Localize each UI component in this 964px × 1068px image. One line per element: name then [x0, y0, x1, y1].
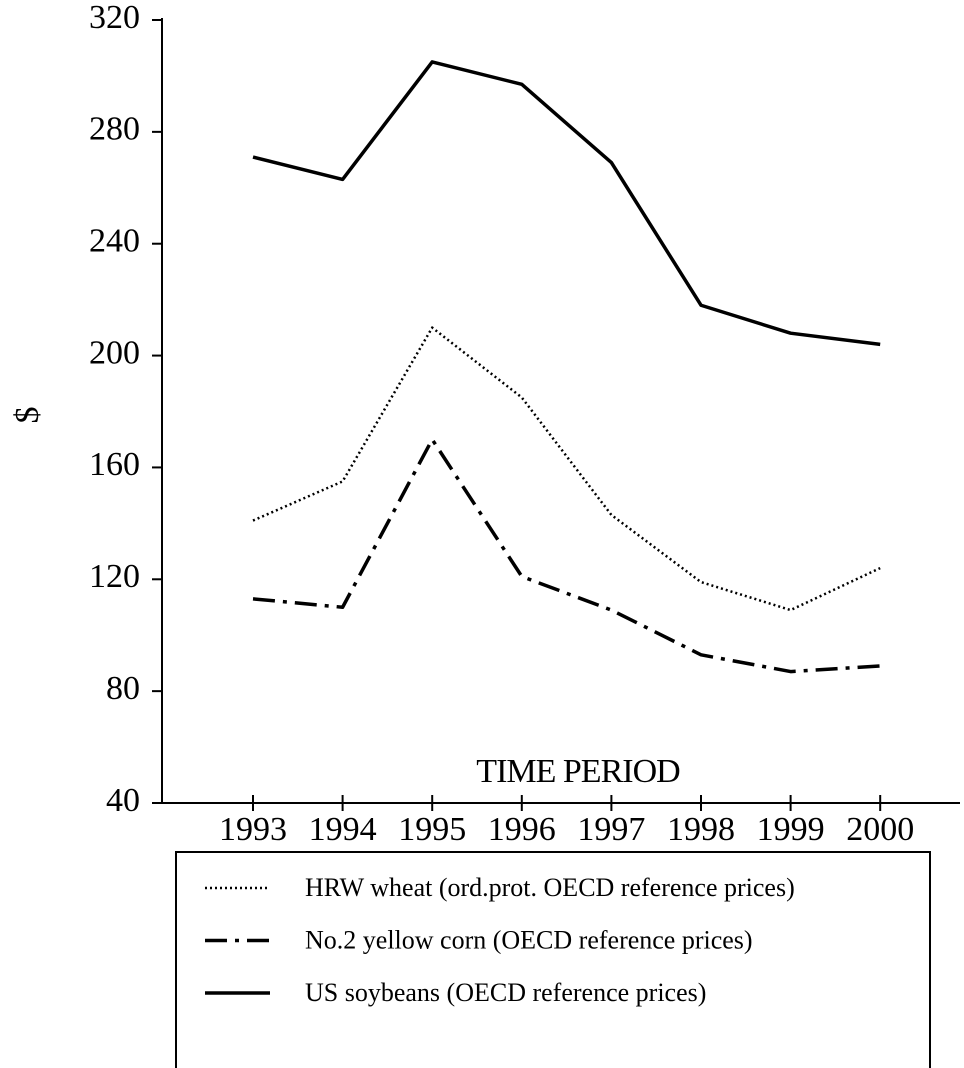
x-tick-label: 1995 — [398, 811, 466, 848]
y-tick-label: 80 — [106, 670, 140, 707]
y-tick-label: 200 — [89, 334, 140, 371]
legend-label: No.2 yellow corn (OECD reference prices) — [305, 925, 753, 954]
x-tick-label: 1996 — [488, 811, 556, 848]
x-tick-label: 1997 — [577, 811, 645, 848]
legend-label: US soybeans (OECD reference prices) — [305, 978, 706, 1007]
y-tick-label: 120 — [89, 558, 140, 595]
x-tick-label: 1999 — [757, 811, 825, 848]
legend-label: HRW wheat (ord.prot. OECD reference pric… — [305, 873, 795, 902]
series-line — [252, 437, 881, 674]
series-line — [252, 326, 881, 612]
legend-box — [175, 851, 931, 1068]
x-tick-label: 1994 — [309, 811, 377, 848]
x-axis-title: TIME PERIOD — [476, 753, 680, 790]
y-tick-label: 280 — [89, 111, 140, 148]
y-axis-title: $ — [9, 407, 46, 424]
x-tick-label: 2000 — [846, 811, 914, 848]
x-tick-label: 1998 — [667, 811, 735, 848]
x-tick-label: 1993 — [219, 811, 287, 848]
y-tick-label: 40 — [106, 782, 140, 819]
y-tick-label: 240 — [89, 223, 140, 260]
y-tick-label: 320 — [89, 0, 140, 36]
y-tick-label: 160 — [89, 446, 140, 483]
series-line — [252, 60, 881, 347]
